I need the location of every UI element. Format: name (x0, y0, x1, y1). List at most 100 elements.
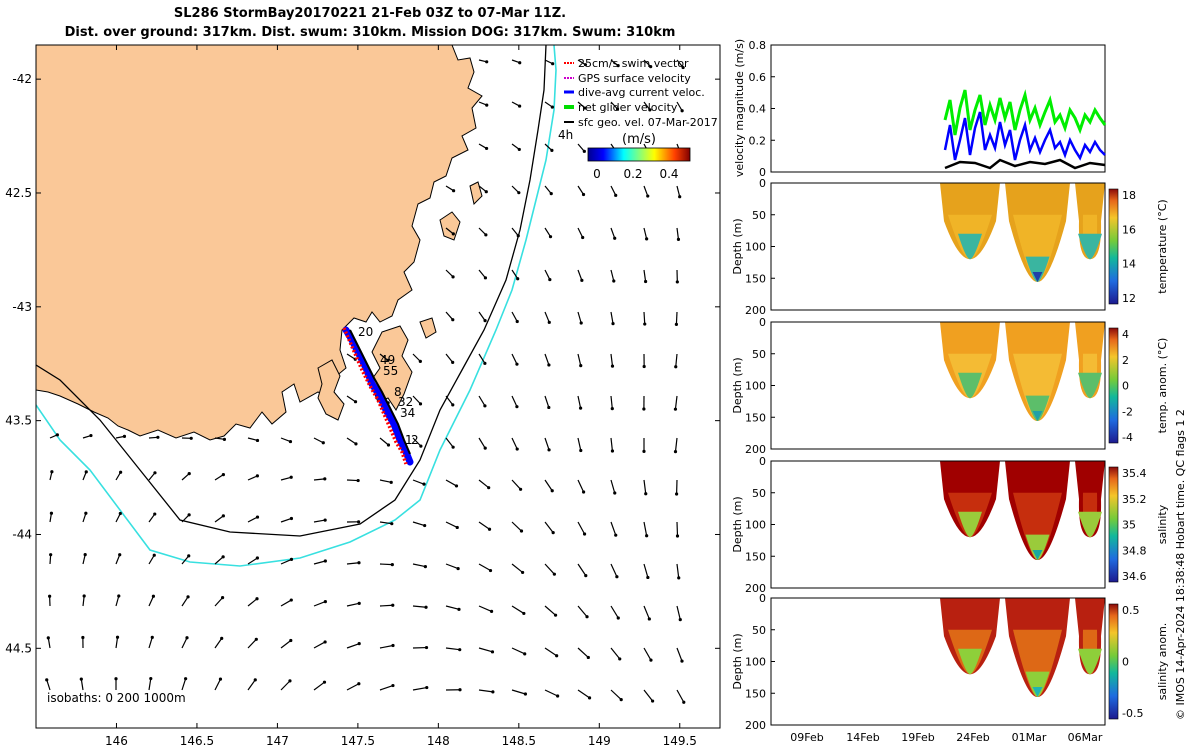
current-vector-head (354, 442, 358, 446)
current-vector (577, 227, 584, 238)
current-vector (643, 269, 647, 282)
current-vector (544, 269, 551, 280)
title-line-2: Dist. over ground: 317km. Dist. swum: 31… (64, 25, 676, 40)
current-vector (544, 185, 552, 194)
current-vector-head (614, 533, 618, 537)
section-colorbar-tick: 16 (1122, 223, 1136, 236)
current-vector-head (615, 575, 619, 579)
current-vector (214, 556, 224, 565)
current-vector-head (650, 699, 655, 703)
current-vector (445, 521, 458, 528)
section-bottom (1032, 272, 1043, 283)
current-vector (445, 605, 460, 610)
map-ytick-label: 42.5 (5, 186, 32, 200)
annotation-32: 32 (398, 395, 413, 409)
current-vector (610, 227, 616, 239)
current-vector-head (580, 278, 584, 282)
current-vector-head (419, 444, 423, 448)
current-vector (313, 519, 326, 523)
current-vector-head (485, 103, 489, 107)
legend-gps-velocity-label: GPS surface velocity (578, 72, 691, 85)
current-vector (610, 605, 619, 619)
current-vector-head (357, 682, 361, 686)
depth-tick-label: 50 (752, 487, 766, 500)
section-colorbar-tick: 18 (1122, 189, 1136, 202)
current-vector (478, 311, 486, 321)
current-vector-head (583, 63, 588, 67)
current-vector-head (118, 553, 122, 557)
current-vector (676, 227, 680, 240)
current-vector-head (253, 678, 257, 682)
current-vector-head (518, 61, 522, 65)
current-vector (148, 596, 154, 607)
current-vector (676, 101, 683, 112)
current-vector (674, 437, 678, 452)
current-vector-head (523, 652, 527, 656)
velocity-ytick-label: 0.8 (749, 39, 767, 52)
section-panel-4: 0 50 100 150 200 Depth (m) 0.5 0 -0.5 salinity an… (731, 592, 1169, 732)
depth-tick-label: 0 (759, 455, 766, 468)
current-vector-head (582, 532, 587, 536)
section-deep-layer (1078, 372, 1102, 399)
current-vector-head (579, 448, 583, 453)
current-vector-head (581, 235, 585, 240)
current-vector (280, 680, 291, 691)
current-vector-head (642, 364, 646, 369)
current-vector (610, 563, 618, 577)
current-vector (577, 269, 583, 281)
current-vector-head (613, 236, 617, 240)
current-vector (643, 647, 652, 661)
current-vector-head (549, 192, 553, 196)
map-xtick-label: 147.5 (341, 734, 375, 748)
current-vector-head (610, 449, 615, 453)
current-vector-head (483, 404, 487, 408)
section-colorbar (1108, 603, 1119, 720)
current-vector-head (451, 275, 455, 279)
current-vector (643, 101, 651, 111)
current-vector (346, 643, 360, 649)
section-panel-3: 0 50 100 150 200 Depth (m) 35.4 35.2 35 34.8 34.6 s… (731, 455, 1169, 595)
current-vector-head (289, 598, 293, 602)
section-deep-layer (958, 511, 982, 538)
current-vector-head (616, 616, 620, 620)
section-colorbar-label: temperature (°C) (1156, 199, 1169, 293)
current-vector-head (424, 605, 428, 609)
current-vector (511, 269, 519, 280)
depth-tick-label: 150 (745, 272, 766, 285)
current-vector-head (674, 492, 679, 496)
current-vector (346, 353, 356, 360)
current-vector (280, 558, 292, 565)
velocity-ytick-label: 0.4 (749, 103, 767, 116)
current-vector-head (484, 233, 488, 237)
current-vector (610, 395, 613, 409)
legend-dive-avg-label: dive-avg current veloc. (578, 86, 705, 99)
current-vector-head (423, 564, 427, 569)
current-vector-head (81, 635, 85, 640)
current-vector (313, 437, 324, 444)
current-vector-head (585, 615, 589, 619)
depth-tick-label: 150 (745, 550, 766, 563)
current-vector-head (673, 450, 678, 454)
velocity-ytick-label: 0 (759, 166, 766, 179)
current-vector (379, 644, 394, 649)
current-vector-head (611, 321, 615, 326)
current-vector-head (222, 437, 227, 441)
current-vector-head (386, 443, 391, 447)
current-vector (82, 595, 85, 607)
current-vector (181, 637, 188, 649)
current-vector-head (220, 596, 225, 600)
current-vector-head (390, 522, 394, 526)
velocity-series-net (943, 89, 1107, 136)
current-vector-head (119, 470, 123, 474)
velocity-ylabel: velocity magnitude (m/s) (733, 39, 746, 177)
current-vector (181, 555, 190, 565)
current-vector-head (254, 637, 258, 641)
current-vector (148, 678, 152, 691)
current-vector-head (418, 402, 423, 406)
current-vector (544, 647, 557, 657)
annotation-34: 34 (400, 406, 415, 420)
current-vector-head (451, 445, 455, 449)
depth-tick-label: 150 (745, 687, 766, 700)
current-vector (445, 479, 457, 487)
current-vector-head (490, 650, 495, 654)
